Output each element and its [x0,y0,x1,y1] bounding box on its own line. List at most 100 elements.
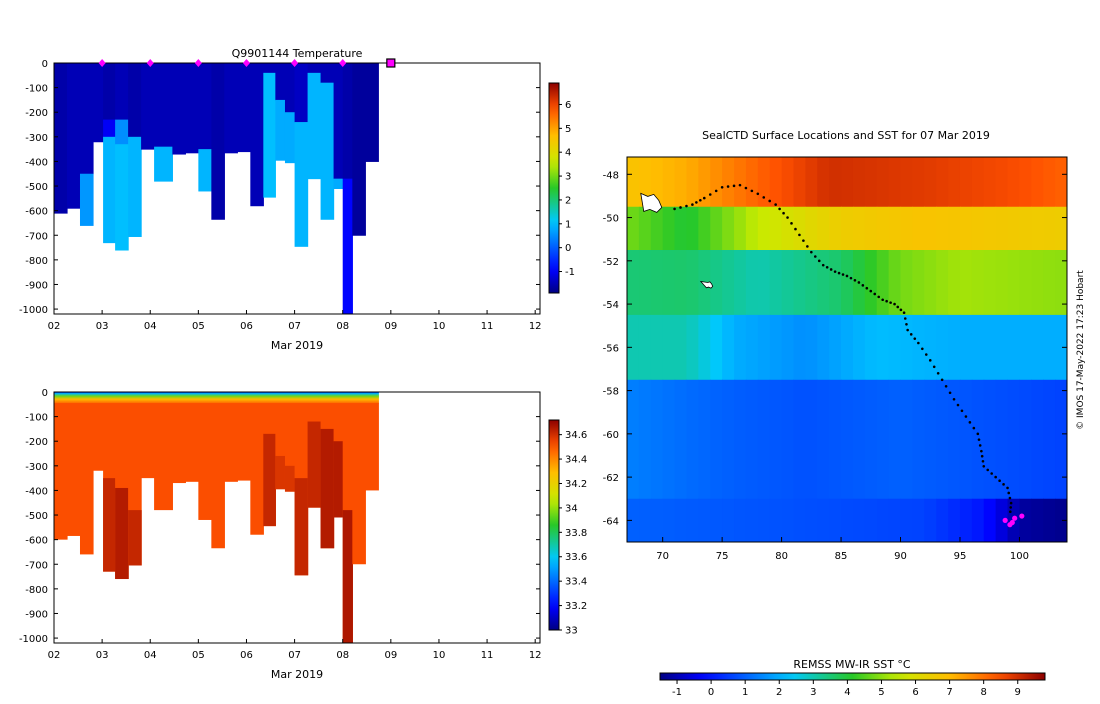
sst-cell [948,250,961,316]
salinity-xlabel: Mar 2019 [271,668,323,681]
sst-cell [650,206,664,251]
sst-cell [900,498,913,542]
temperature-cell [115,144,129,251]
x-tick-label: 06 [240,650,253,661]
sst-cell [805,250,818,316]
sst-cell [829,498,842,542]
track-point [782,211,785,215]
y-tick-label: -600 [25,207,48,218]
sst-cell [841,379,854,500]
temperature-cell [284,112,296,164]
sst-cell [650,379,664,500]
surface-marker [339,59,347,67]
salinity-deep-cell [333,441,344,518]
sst-cell [1031,498,1044,542]
surface-marker [194,59,202,67]
track-point [1002,483,1005,486]
temperature-cell [250,63,264,207]
salinity-surface-cell [79,392,94,404]
sst-cell [757,379,771,500]
sst-cell [876,498,890,542]
track-point [972,426,976,430]
x-tick-label: 10 [433,650,446,661]
sst-cell [1019,498,1032,542]
sst-cell [829,250,842,316]
temperature-cell [263,63,276,74]
temperature-cell [320,63,335,84]
lat-tick-label: -62 [603,473,619,484]
sst-cell [1007,314,1020,381]
sst-cell [876,379,890,500]
track-point [821,263,825,267]
sst-cell [959,498,973,542]
salinity-cells [54,392,379,643]
y-tick-label: 0 [42,388,48,399]
sst-colorbar-tick-label: 7 [946,687,952,698]
lat-tick-label: -52 [603,257,619,268]
temperature-cell [275,99,286,161]
x-tick-label: 05 [192,321,205,332]
sst-cell [1007,379,1020,500]
sst-cell [912,498,925,542]
track-point [732,184,736,188]
sst-cell [757,157,771,208]
temperature-cell [365,63,379,162]
salinity-cell [172,403,186,484]
temperature-cell [128,63,142,138]
track-point [829,268,833,271]
temperature-cell [333,178,344,189]
y-tick-label: -200 [25,108,48,119]
sst-cell [841,157,854,208]
current-position-point [1019,513,1025,519]
salinity-cell [92,403,104,471]
track-point [885,299,888,303]
sst-cell [948,498,961,542]
sst-cell [959,250,973,316]
salinity-surface-cell [263,392,276,404]
map-frame [626,156,1068,543]
colorbar-tick-label: 1 [565,219,571,230]
sst-cell [686,206,699,251]
sst-cell [805,379,818,500]
track-point [913,337,917,340]
x-tick-label: 03 [96,650,109,661]
sst-cell [1043,206,1056,251]
sst-cell [793,314,806,381]
sst-colorbar-tick-label: 6 [912,687,918,698]
lon-tick-label: 90 [894,551,907,562]
x-tick-label: 11 [481,321,494,332]
salinity-cell [54,403,68,540]
colorbar-tick-label: 4 [565,148,571,159]
lat-tick-label: -48 [603,170,619,181]
y-tick-label: -200 [25,437,48,448]
salinity-surface-cell [342,392,353,404]
sst-cell [674,314,687,381]
sst-cell [757,206,771,251]
sst-cell [686,498,699,542]
sst-cell [674,157,687,208]
island-kerguelen [640,192,663,213]
track-point [881,298,884,302]
x-tick-label: 12 [529,650,542,661]
sst-cell [936,498,949,542]
sst-cell [686,314,699,381]
track-point [813,255,817,258]
temperature-cell [66,63,81,209]
track-point [994,475,997,479]
track-point [982,464,986,468]
salinity-cell [141,403,155,479]
temperature-colorbar [549,83,559,293]
sst-cell [1007,250,1020,316]
colorbar-tick-label: 0 [565,243,571,254]
sst-cell [876,157,890,208]
sst-cell [627,379,640,500]
temperature-xlabel: Mar 2019 [271,339,323,352]
track-point [1008,496,1012,500]
temperature-cell [103,63,116,121]
sst-cell [769,157,783,208]
y-tick-label: -700 [25,231,48,242]
track-point [768,199,772,203]
track-point [833,270,837,273]
sst-colorbar-tick-label: 1 [742,687,748,698]
sst-cell [757,498,771,542]
